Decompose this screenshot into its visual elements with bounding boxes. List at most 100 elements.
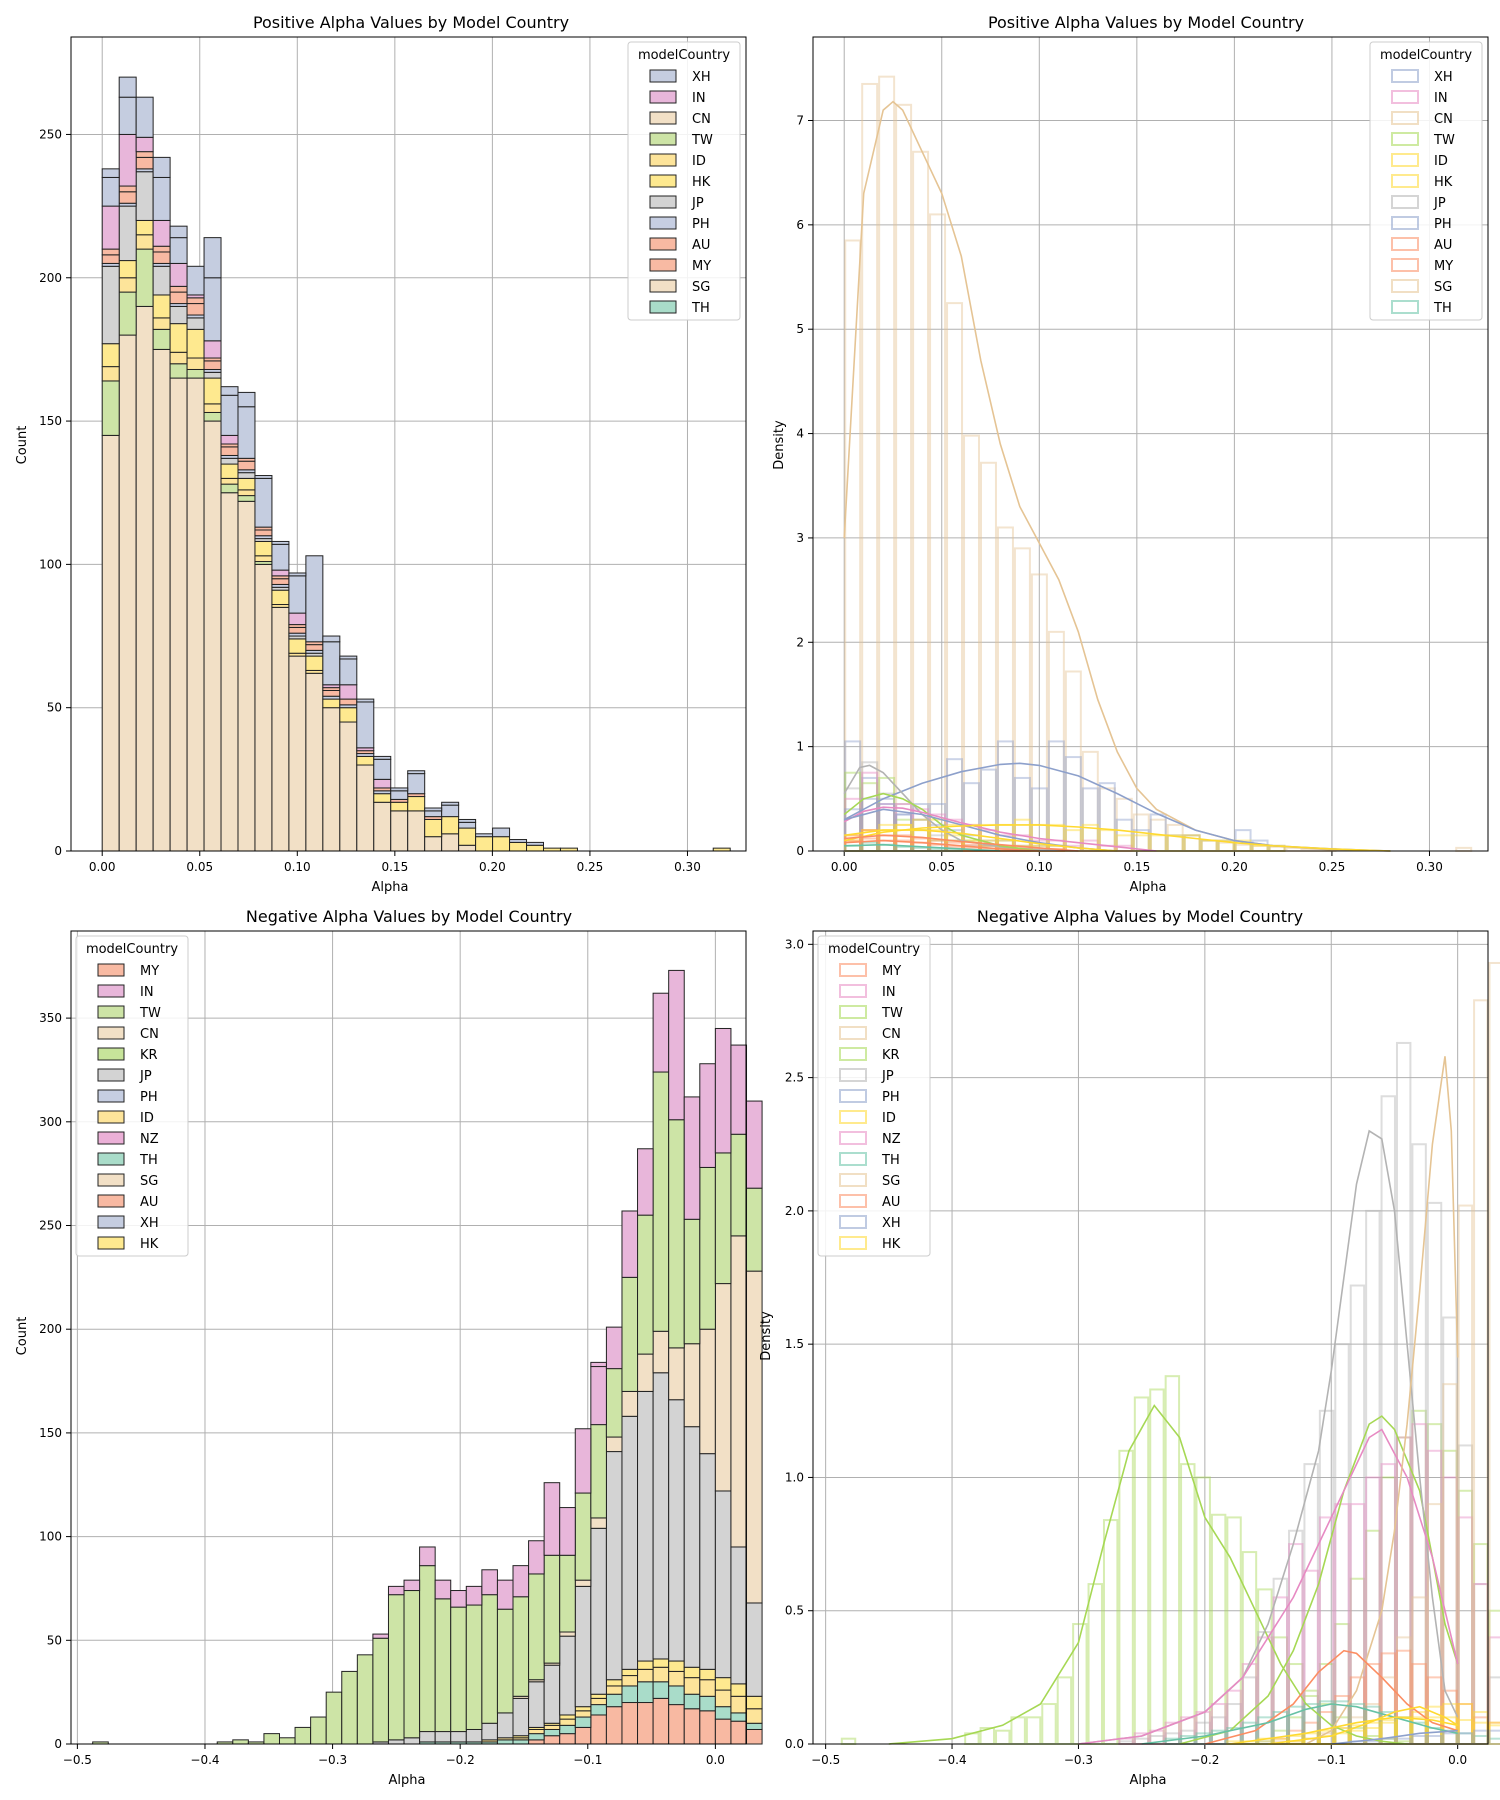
y-tick-label: 1.0 — [785, 1470, 804, 1484]
kde-line-au — [1204, 1649, 1458, 1745]
kde-line-tw — [843, 792, 1040, 852]
legend-swatch-th — [649, 300, 677, 314]
bar-cn — [118, 334, 137, 852]
legend-label-cn: CN — [1434, 112, 1453, 127]
bar-au — [339, 698, 358, 706]
bar-cn — [271, 606, 290, 852]
bar-xh — [424, 807, 443, 812]
bar-th — [559, 1724, 576, 1735]
bar-cn — [683, 1343, 701, 1428]
legend-label-nz: NZ — [140, 1132, 159, 1147]
panel-positive-density: Positive Alpha Values by Model Country A… — [772, 13, 1489, 895]
legend-label-jp: JP — [881, 1069, 894, 1084]
bar-in — [574, 1428, 592, 1494]
bar-xh — [220, 386, 239, 396]
bar-tw — [186, 368, 205, 379]
bar-xh — [475, 833, 494, 838]
bar-hk — [458, 827, 477, 846]
x-tick-label: −0.2 — [446, 1753, 475, 1767]
legend-box — [627, 41, 741, 321]
bar-id — [574, 1710, 592, 1718]
bar-au — [305, 644, 324, 651]
x-tick-label: 0.20 — [479, 860, 506, 874]
bar-in — [652, 992, 670, 1073]
bar-tw — [278, 1737, 296, 1745]
bar-hk — [220, 463, 239, 479]
bar-jp — [387, 1739, 405, 1745]
bar-xh — [254, 477, 273, 528]
bar-xh — [356, 701, 375, 749]
bars — [101, 76, 731, 852]
bar-in — [543, 1482, 561, 1556]
bar-au — [605, 1706, 623, 1745]
bar-hk — [492, 836, 511, 852]
bar-in — [465, 1585, 483, 1606]
bar-tw — [652, 1071, 670, 1332]
bar-tw — [512, 1596, 530, 1697]
legend-title: modelCountry — [638, 48, 730, 63]
bar-cn — [254, 563, 273, 852]
bar-xh — [322, 641, 341, 686]
x-tick-label: −0.2 — [1190, 1753, 1219, 1767]
x-tick-label: 0.0 — [1448, 1753, 1467, 1767]
bar-in — [450, 1590, 467, 1608]
legend-label-sg: SG — [1434, 280, 1452, 295]
legend-swatch-jp — [97, 1068, 125, 1082]
bar-xh — [339, 655, 358, 660]
bar-cn — [135, 305, 154, 852]
y-tick-label: 4 — [796, 427, 804, 441]
bar-au — [590, 1714, 607, 1745]
legend-swatch-in — [1391, 90, 1419, 104]
legend-swatch-cn — [839, 1026, 867, 1040]
x-tick-label: 0.25 — [577, 860, 604, 874]
bar-jp — [543, 1664, 561, 1724]
legend-swatch-au — [1391, 237, 1419, 251]
bar-id — [186, 357, 205, 370]
bar-tw — [574, 1492, 592, 1581]
bar-id — [559, 1718, 576, 1726]
bar-id — [699, 1679, 716, 1697]
y-tick-label: 2 — [796, 635, 804, 649]
legend-swatch-xh — [649, 69, 677, 83]
legend-label-ph: PH — [1434, 217, 1452, 232]
bar-tw — [356, 1654, 374, 1745]
x-tick-label: 0.15 — [381, 860, 408, 874]
bar-xh — [237, 406, 256, 459]
y-tick-label: 100 — [39, 557, 62, 571]
bar-cn — [152, 348, 171, 852]
bar-tw — [528, 1573, 545, 1681]
legend-label-hk: HK — [692, 175, 711, 190]
bar-th — [621, 1685, 639, 1704]
bar-jp — [683, 1426, 701, 1668]
bar-hk — [730, 1683, 748, 1697]
y-tick-label: 250 — [39, 127, 62, 141]
bar-hk — [152, 294, 171, 319]
bar-tw — [746, 1187, 763, 1272]
bar-th — [683, 1693, 701, 1710]
x-tick-label: −0.4 — [190, 1753, 219, 1767]
legend-label-nz: NZ — [882, 1132, 901, 1147]
legend-swatch-kr — [97, 1047, 125, 1061]
bar-id — [220, 477, 239, 485]
bar-tw — [325, 1691, 343, 1745]
bar-id — [528, 1728, 545, 1735]
bar-hk — [668, 1660, 685, 1672]
bar-au — [237, 460, 256, 471]
bar-cn — [605, 1436, 623, 1453]
legend-swatch-tw — [97, 1005, 125, 1019]
y-tick-label: 0.0 — [785, 1737, 804, 1751]
bar-xh — [152, 156, 171, 178]
legend-swatch-my — [649, 258, 677, 272]
legend-label-my: MY — [692, 259, 711, 274]
bar-id — [730, 1695, 748, 1714]
bar-hk — [254, 540, 273, 557]
bar-jp — [746, 1602, 763, 1697]
bar-in — [203, 340, 222, 359]
bar-th — [699, 1695, 716, 1712]
bar-xh — [237, 391, 256, 408]
bar-tw — [387, 1594, 405, 1741]
legend-label-xh: XH — [140, 1216, 159, 1231]
bar-th — [543, 1728, 561, 1737]
bar-in — [528, 1540, 545, 1575]
bar-xh — [458, 818, 477, 823]
